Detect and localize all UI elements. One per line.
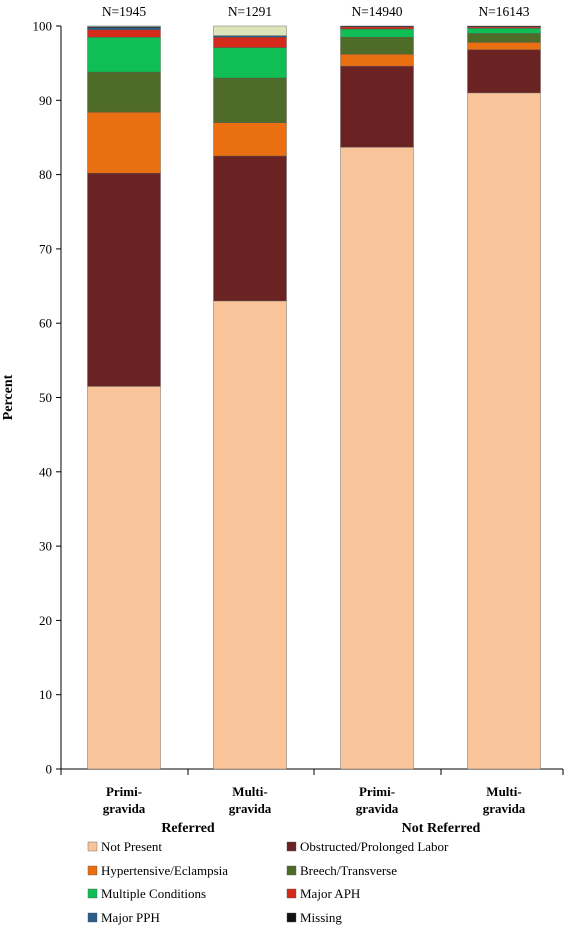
bar-n-label: N=14940 bbox=[351, 4, 402, 19]
group-label: Referred bbox=[161, 821, 215, 836]
bar-segment bbox=[213, 35, 287, 38]
legend-label: Major PPH bbox=[101, 910, 160, 925]
y-tick-label: 70 bbox=[39, 241, 52, 256]
bar-segment bbox=[213, 122, 287, 157]
bar-segment bbox=[87, 25, 161, 27]
legend-swatch bbox=[286, 841, 297, 852]
bar-segment bbox=[213, 47, 287, 79]
y-tick-label: 100 bbox=[33, 19, 53, 34]
x-tick-label: gravida bbox=[229, 801, 272, 816]
legend-swatch bbox=[87, 841, 98, 852]
group-label: Not Referred bbox=[402, 821, 481, 836]
bar-n-label: N=1291 bbox=[228, 4, 272, 19]
bar-segment bbox=[340, 25, 414, 27]
bar-segment bbox=[87, 111, 161, 174]
x-tick-label: gravida bbox=[103, 801, 146, 816]
y-tick-label: 50 bbox=[39, 390, 52, 405]
labels: Percent N=1945 Primi-gravida N=1291 Multi-gr… bbox=[1, 4, 530, 836]
bar-segment bbox=[340, 65, 414, 148]
bar-segment bbox=[340, 28, 414, 38]
bar-segment bbox=[213, 300, 287, 770]
bar-segment bbox=[87, 29, 161, 38]
bar-segment bbox=[87, 71, 161, 113]
bar-n-label: N=1945 bbox=[102, 4, 147, 19]
legend-label: Obstructed/Prolonged Labor bbox=[300, 839, 449, 854]
y-tick-label: 30 bbox=[39, 539, 52, 554]
x-tick-label: Multi- bbox=[232, 784, 267, 799]
y-tick-label: 60 bbox=[39, 316, 52, 331]
x-tick-label: Primi- bbox=[106, 784, 142, 799]
legend-label: Hypertensive/Eclampsia bbox=[101, 863, 228, 878]
bar-segment bbox=[467, 25, 541, 27]
y-tick-label: 80 bbox=[39, 167, 52, 182]
axes: 0 10 20 30 40 50 60 70 80 90 100 bbox=[33, 19, 564, 777]
legend-label: Breech/Transverse bbox=[300, 863, 397, 878]
bar-segment bbox=[213, 36, 287, 48]
bar-segment bbox=[467, 49, 541, 94]
legend-swatch bbox=[87, 865, 98, 876]
y-tick-label: 40 bbox=[39, 464, 52, 479]
legend-label: Multiple Conditions bbox=[101, 886, 206, 901]
legend-label: Missing bbox=[300, 910, 342, 925]
bar-segment bbox=[340, 54, 414, 67]
legend-swatch bbox=[286, 912, 297, 923]
legend-label: Not Present bbox=[101, 839, 162, 854]
bar-segment bbox=[467, 28, 541, 34]
bar-segment bbox=[340, 146, 414, 770]
legend-swatch bbox=[286, 888, 297, 899]
bar-segment bbox=[467, 33, 541, 43]
bar-segment bbox=[467, 42, 541, 50]
bar-segment bbox=[87, 27, 161, 30]
legend-swatch bbox=[286, 865, 297, 876]
bar-segment bbox=[213, 155, 287, 302]
bar-segment bbox=[87, 36, 161, 73]
y-tick-label: 10 bbox=[39, 687, 52, 702]
legend-label: Major APH bbox=[300, 886, 360, 901]
bar-segment bbox=[340, 36, 414, 55]
legend-swatch bbox=[87, 888, 98, 899]
bar-segment bbox=[87, 386, 161, 770]
bar-segment bbox=[87, 172, 161, 387]
x-tick-label: Multi- bbox=[486, 784, 521, 799]
x-tick-label: Primi- bbox=[359, 784, 395, 799]
y-tick-label: 20 bbox=[39, 613, 52, 628]
bar-segment bbox=[467, 92, 541, 770]
y-tick-label: 90 bbox=[39, 93, 52, 108]
bars bbox=[87, 25, 541, 770]
x-tick-label: gravida bbox=[483, 801, 526, 816]
x-tick-label: gravida bbox=[356, 801, 399, 816]
legend: Not Present Obstructed/Prolonged Labor Hyp… bbox=[87, 839, 449, 925]
y-axis-label: Percent bbox=[1, 374, 16, 420]
bar-segment bbox=[213, 25, 287, 36]
y-tick-label: 0 bbox=[46, 762, 53, 777]
bar-segment bbox=[213, 77, 287, 123]
legend-swatch bbox=[87, 912, 98, 923]
bar-n-label: N=16143 bbox=[478, 4, 529, 19]
